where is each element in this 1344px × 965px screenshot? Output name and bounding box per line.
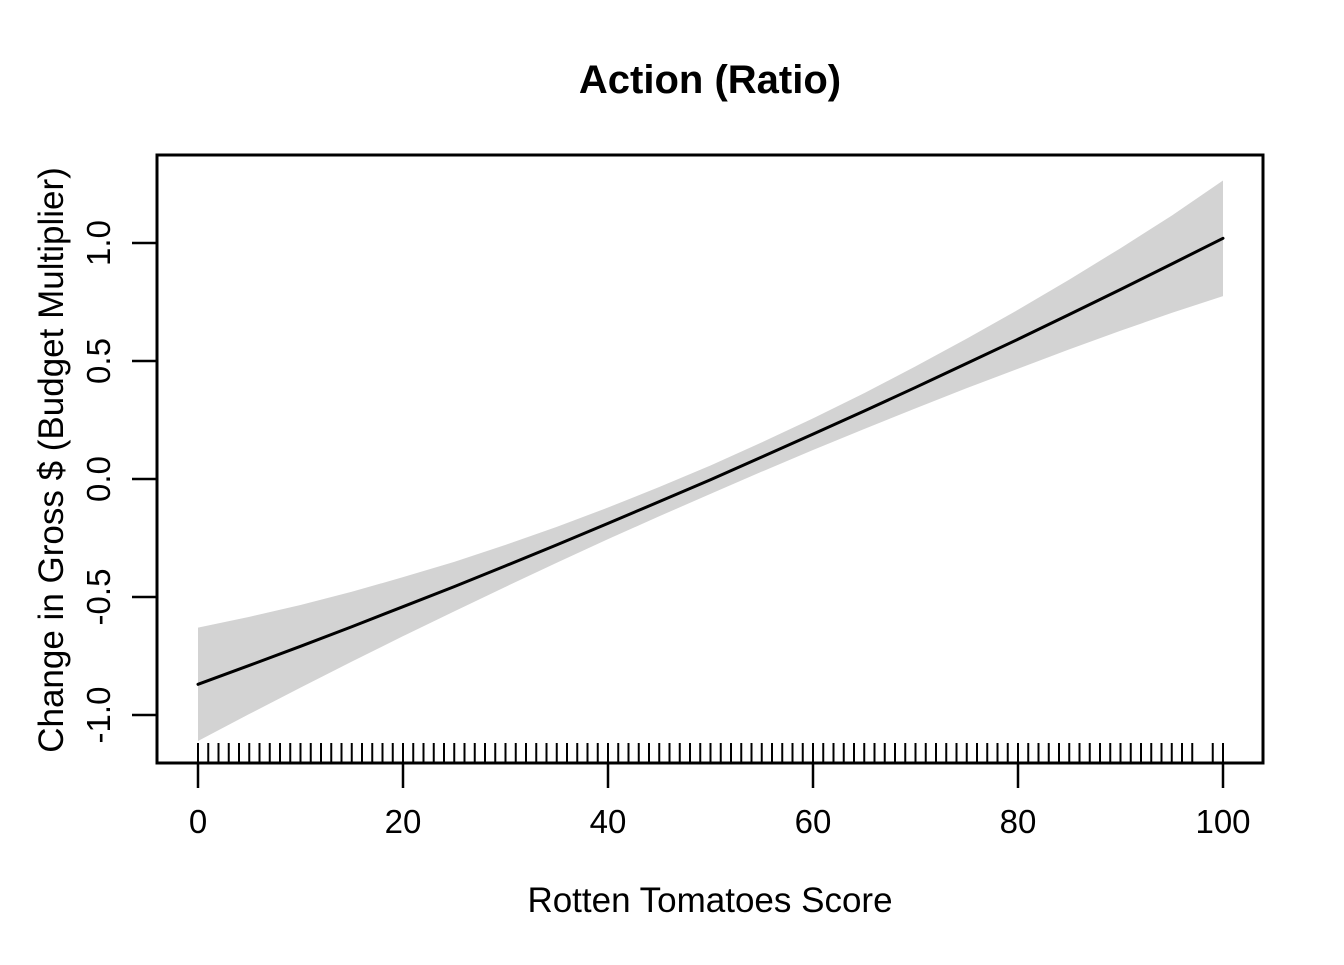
rug-ticks-group xyxy=(197,743,1224,762)
y-tick-label: -0.5 xyxy=(80,569,117,626)
x-axis-label: Rotten Tomatoes Score xyxy=(527,881,892,920)
chart-title: Action (Ratio) xyxy=(579,58,841,102)
gam-fit-line xyxy=(196,236,1225,686)
y-tick-label: -1.0 xyxy=(80,687,117,744)
y-tick-label: 0.5 xyxy=(80,338,117,384)
y-axis-label: Change in Gross $ (Budget Multiplier) xyxy=(32,167,71,753)
fit-line-group xyxy=(196,236,1225,686)
confidence-band xyxy=(198,180,1223,741)
x-tick-label: 60 xyxy=(795,803,832,840)
y-axis-ticks-group: -1.0 -0.5 0.0 0.5 1.0 xyxy=(80,220,157,743)
y-tick-label: 1.0 xyxy=(80,220,117,266)
confidence-band-group xyxy=(198,180,1223,741)
x-tick-label: 0 xyxy=(189,803,207,840)
x-tick-label: 40 xyxy=(590,803,627,840)
x-tick-label: 20 xyxy=(385,803,422,840)
x-tick-label: 80 xyxy=(1000,803,1037,840)
y-tick-label: 0.0 xyxy=(80,456,117,502)
plot-box xyxy=(155,153,1265,765)
x-axis-ticks-group: 0 20 40 60 80 100 xyxy=(189,763,1251,840)
x-tick-label: 100 xyxy=(1195,803,1250,840)
